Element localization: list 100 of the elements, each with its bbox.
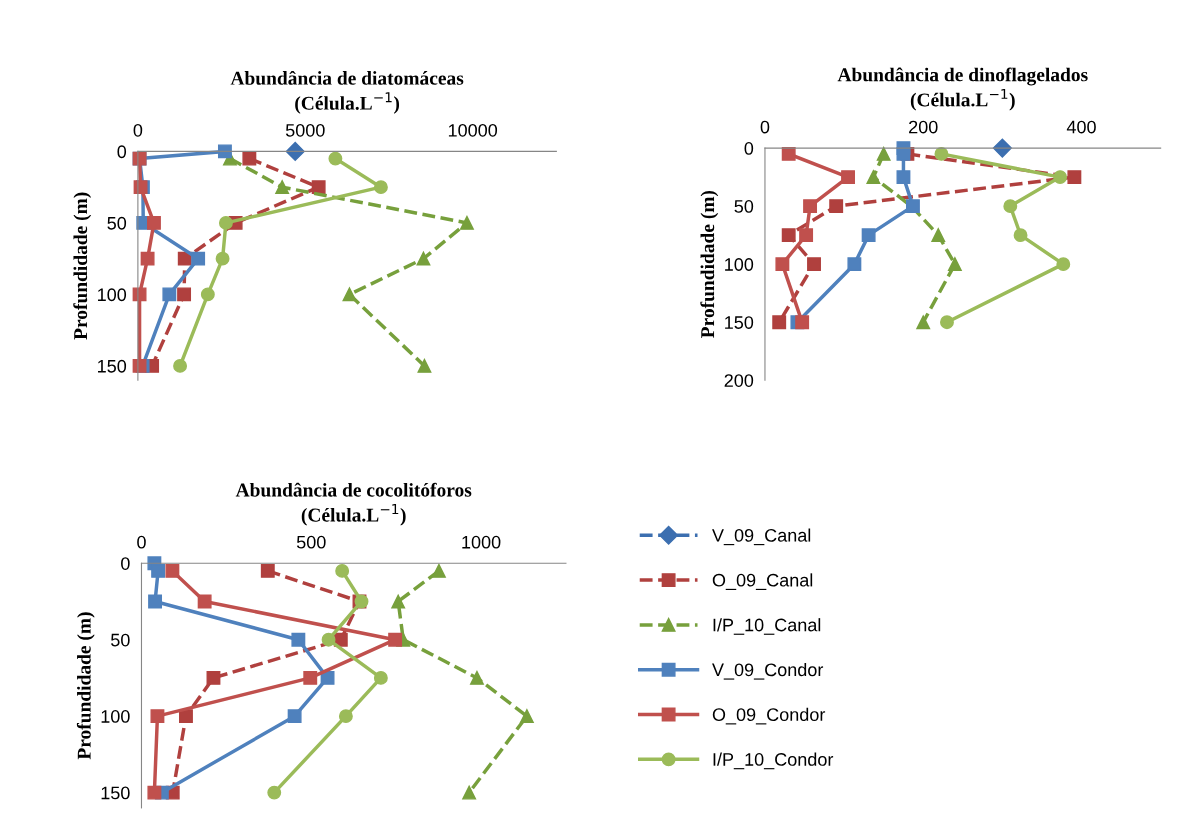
point: [165, 563, 180, 578]
point: [287, 709, 302, 724]
point: [947, 257, 962, 272]
point: [338, 709, 353, 724]
point: [781, 228, 796, 243]
x-tick-label: 0: [133, 123, 143, 137]
y-axis-title: Profundidade (m): [700, 190, 719, 338]
y-axis-title: Profundidade (m): [76, 612, 95, 760]
point: [191, 251, 206, 266]
y-axis-title: Profundidade (m): [73, 192, 92, 340]
point: [807, 257, 821, 272]
y-tick-label: 150: [98, 359, 127, 373]
point: [861, 228, 876, 243]
point: [151, 563, 166, 578]
point: [1067, 170, 1082, 185]
point: [206, 670, 221, 685]
point: [162, 287, 177, 302]
point: [462, 785, 477, 800]
point: [931, 228, 946, 243]
y-tick-label: 0: [744, 142, 754, 155]
x-tick-label: 0: [760, 120, 770, 134]
point: [803, 199, 818, 214]
point: [335, 563, 350, 578]
point: [285, 141, 305, 161]
point: [1053, 170, 1068, 185]
point: [841, 170, 855, 185]
point: [1003, 199, 1018, 214]
point: [1056, 257, 1071, 272]
point: [417, 358, 432, 373]
point: [775, 257, 790, 272]
point: [866, 170, 881, 185]
point: [197, 594, 212, 609]
point: [150, 709, 165, 724]
x-tick-label: 10000: [448, 123, 498, 137]
point: [147, 215, 161, 230]
point: [519, 709, 534, 724]
y-tick-label: 100: [101, 710, 130, 723]
y-tick-label: 50: [111, 633, 130, 647]
point: [916, 315, 931, 330]
legend-label: I/P_10_Canal: [713, 618, 821, 635]
legend-label: I/P_10_Condor: [713, 752, 834, 770]
point: [460, 215, 474, 230]
legend-label: V_09_Condor: [712, 662, 824, 680]
y-tick-label: 50: [107, 216, 127, 230]
x-tick-label: 0: [137, 535, 146, 549]
y-tick-label: 150: [725, 316, 754, 329]
point: [342, 287, 357, 302]
y-tick-label: 150: [101, 786, 130, 800]
point: [218, 215, 233, 230]
point: [291, 632, 306, 647]
point: [391, 594, 406, 609]
point: [847, 257, 862, 272]
y-tick-label: 0: [117, 145, 127, 159]
point: [147, 785, 162, 800]
point: [1013, 228, 1028, 243]
point: [416, 251, 431, 266]
y-tick-label: 100: [98, 288, 127, 302]
point: [260, 563, 275, 578]
point: [470, 670, 484, 685]
point: [200, 287, 215, 302]
point: [940, 315, 954, 330]
y-tick-label: 100: [725, 258, 754, 271]
x-tick-label: 200: [909, 120, 938, 134]
point: [173, 358, 188, 373]
y-tick-label: 0: [121, 557, 130, 570]
point: [321, 632, 336, 647]
point: [215, 251, 230, 266]
point: [373, 180, 388, 195]
point: [311, 180, 326, 195]
chart-title: Abundância de dinoflagelados (Célula.L$^{−1}$): [837, 67, 1088, 111]
point: [799, 228, 814, 243]
point: [267, 785, 282, 800]
chart-title: Abundância de cocolitóforos (Célula.L$^{−1}$): [235, 482, 472, 526]
point: [179, 709, 193, 724]
legend-label: O_09_Canal: [712, 573, 813, 590]
point: [388, 632, 403, 647]
point: [320, 670, 335, 685]
legend-label: V_09_Canal: [712, 528, 811, 546]
point: [772, 315, 787, 330]
point: [328, 151, 343, 166]
chart-title: Abundância de diatomáceas (Célula.L$^{−1}$): [230, 70, 464, 114]
point: [876, 146, 891, 161]
point: [177, 287, 192, 302]
point: [896, 170, 911, 185]
x-tick-label: 1000: [462, 535, 501, 549]
point: [217, 144, 232, 159]
y-tick-label: 200: [724, 374, 754, 387]
point: [431, 563, 446, 578]
point: [303, 670, 318, 685]
point: [148, 594, 163, 609]
y-tick-label: 50: [734, 200, 754, 213]
point: [795, 315, 810, 330]
point: [829, 199, 844, 214]
point: [140, 251, 155, 266]
legend-label: O_09_Condor: [712, 707, 826, 725]
x-tick-label: 500: [296, 535, 326, 549]
point: [242, 151, 257, 166]
x-tick-label: 5000: [285, 123, 325, 137]
point: [373, 670, 388, 685]
x-tick-label: 400: [1066, 120, 1096, 134]
